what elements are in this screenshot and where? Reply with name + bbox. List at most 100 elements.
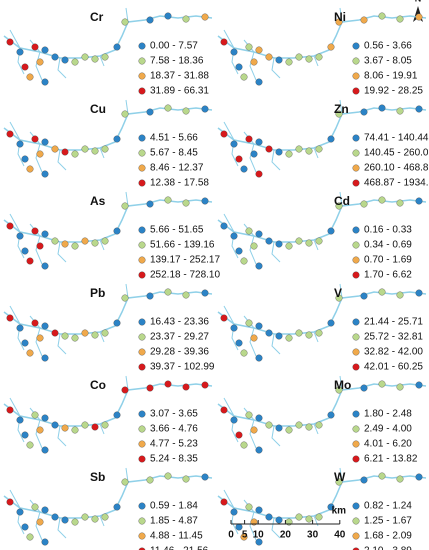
tributary xyxy=(35,235,43,265)
station xyxy=(230,508,238,516)
legend-label: 0.00 - 7.57 xyxy=(150,41,198,52)
element-label: As xyxy=(90,194,106,208)
legend-swatch xyxy=(138,318,146,326)
legend-label: 260.10 - 468.86 xyxy=(364,163,429,174)
station xyxy=(240,349,248,357)
station xyxy=(255,354,263,362)
station xyxy=(16,508,24,516)
legend-label: 5.67 - 8.45 xyxy=(150,148,198,159)
station xyxy=(240,257,248,265)
station xyxy=(250,426,258,434)
station xyxy=(146,292,154,300)
station xyxy=(415,197,423,205)
station xyxy=(275,332,283,340)
map-panel: Sb 0.59 - 1.84 1.85 - 4.87 4.88 - 11.45 11.4… xyxy=(3,467,213,550)
station xyxy=(378,12,386,20)
tributary xyxy=(57,425,67,447)
station xyxy=(265,513,273,521)
tributary xyxy=(271,241,281,263)
tributary xyxy=(9,213,21,233)
north-label: N xyxy=(415,0,422,3)
scale-tick-label: 0 xyxy=(228,530,234,541)
legend-label: 25.72 - 32.81 xyxy=(364,332,423,343)
legend-swatch xyxy=(352,410,360,418)
legend-label: 7.58 - 18.36 xyxy=(150,56,204,67)
station xyxy=(315,421,323,429)
legend-swatch xyxy=(352,179,360,187)
tributary xyxy=(35,143,43,173)
station xyxy=(275,240,283,248)
tributary xyxy=(339,467,343,483)
legend-label: 3.67 - 8.05 xyxy=(364,56,412,67)
station xyxy=(335,18,343,26)
map-panel: W 0.82 - 1.24 1.25 - 1.67 1.68 - 2.09 2.10 -… xyxy=(217,467,427,550)
station xyxy=(113,319,121,327)
station xyxy=(235,155,243,163)
station xyxy=(305,239,313,247)
station xyxy=(61,332,69,340)
station xyxy=(61,424,69,432)
station xyxy=(255,506,263,514)
station xyxy=(315,53,323,61)
station xyxy=(265,237,273,245)
tributary xyxy=(313,55,319,67)
legend-swatch xyxy=(138,333,146,341)
station xyxy=(230,324,238,332)
station xyxy=(378,380,386,388)
station xyxy=(6,498,14,506)
station xyxy=(41,138,49,146)
station xyxy=(327,227,335,235)
legend-label: 16.43 - 23.36 xyxy=(150,317,209,328)
station xyxy=(360,16,368,24)
station xyxy=(36,518,44,526)
station xyxy=(275,516,283,524)
station xyxy=(121,294,129,302)
legend-label: 1.70 - 6.62 xyxy=(364,270,412,281)
station xyxy=(230,48,238,56)
station xyxy=(6,222,14,230)
station xyxy=(91,515,99,523)
station xyxy=(21,339,29,347)
tributary xyxy=(99,515,105,527)
station xyxy=(41,414,49,422)
station xyxy=(220,222,228,230)
legend-swatch xyxy=(138,72,146,80)
station xyxy=(41,538,49,546)
legend-label: 74.41 - 140.44 xyxy=(364,133,429,144)
station xyxy=(396,107,404,115)
station xyxy=(396,199,404,207)
station xyxy=(335,110,343,118)
legend-swatch xyxy=(352,348,360,356)
station xyxy=(31,319,39,327)
station xyxy=(230,232,238,240)
legend-label: 8.46 - 12.37 xyxy=(150,163,204,174)
legend-swatch xyxy=(138,502,146,510)
station xyxy=(201,289,209,297)
station xyxy=(378,104,386,112)
tributary xyxy=(339,7,343,23)
legend-swatch xyxy=(352,502,360,510)
station xyxy=(335,478,343,486)
station xyxy=(295,329,303,337)
station xyxy=(31,227,39,235)
legend-swatch xyxy=(352,241,360,249)
legend-swatch xyxy=(138,134,146,142)
tributary xyxy=(57,57,67,79)
tributary xyxy=(223,489,235,509)
station xyxy=(245,411,253,419)
legend-swatch xyxy=(138,149,146,157)
legend-label: 2.10 - 3.89 xyxy=(364,546,412,550)
station xyxy=(71,334,79,342)
legend-label: 0.70 - 1.69 xyxy=(364,255,412,266)
station xyxy=(201,473,209,481)
station xyxy=(36,426,44,434)
station xyxy=(230,140,238,148)
station xyxy=(305,423,313,431)
map-panel: Co 3.07 - 3.65 3.66 - 4.76 4.77 - 5.23 5.24 … xyxy=(3,375,213,465)
tributary xyxy=(9,29,21,49)
station xyxy=(81,329,89,337)
legend-swatch xyxy=(138,87,146,95)
tributary xyxy=(35,327,43,357)
map-panel: Cd 0.16 - 0.33 0.34 - 0.69 0.70 - 1.69 1.70 … xyxy=(217,191,427,281)
station xyxy=(235,431,243,439)
